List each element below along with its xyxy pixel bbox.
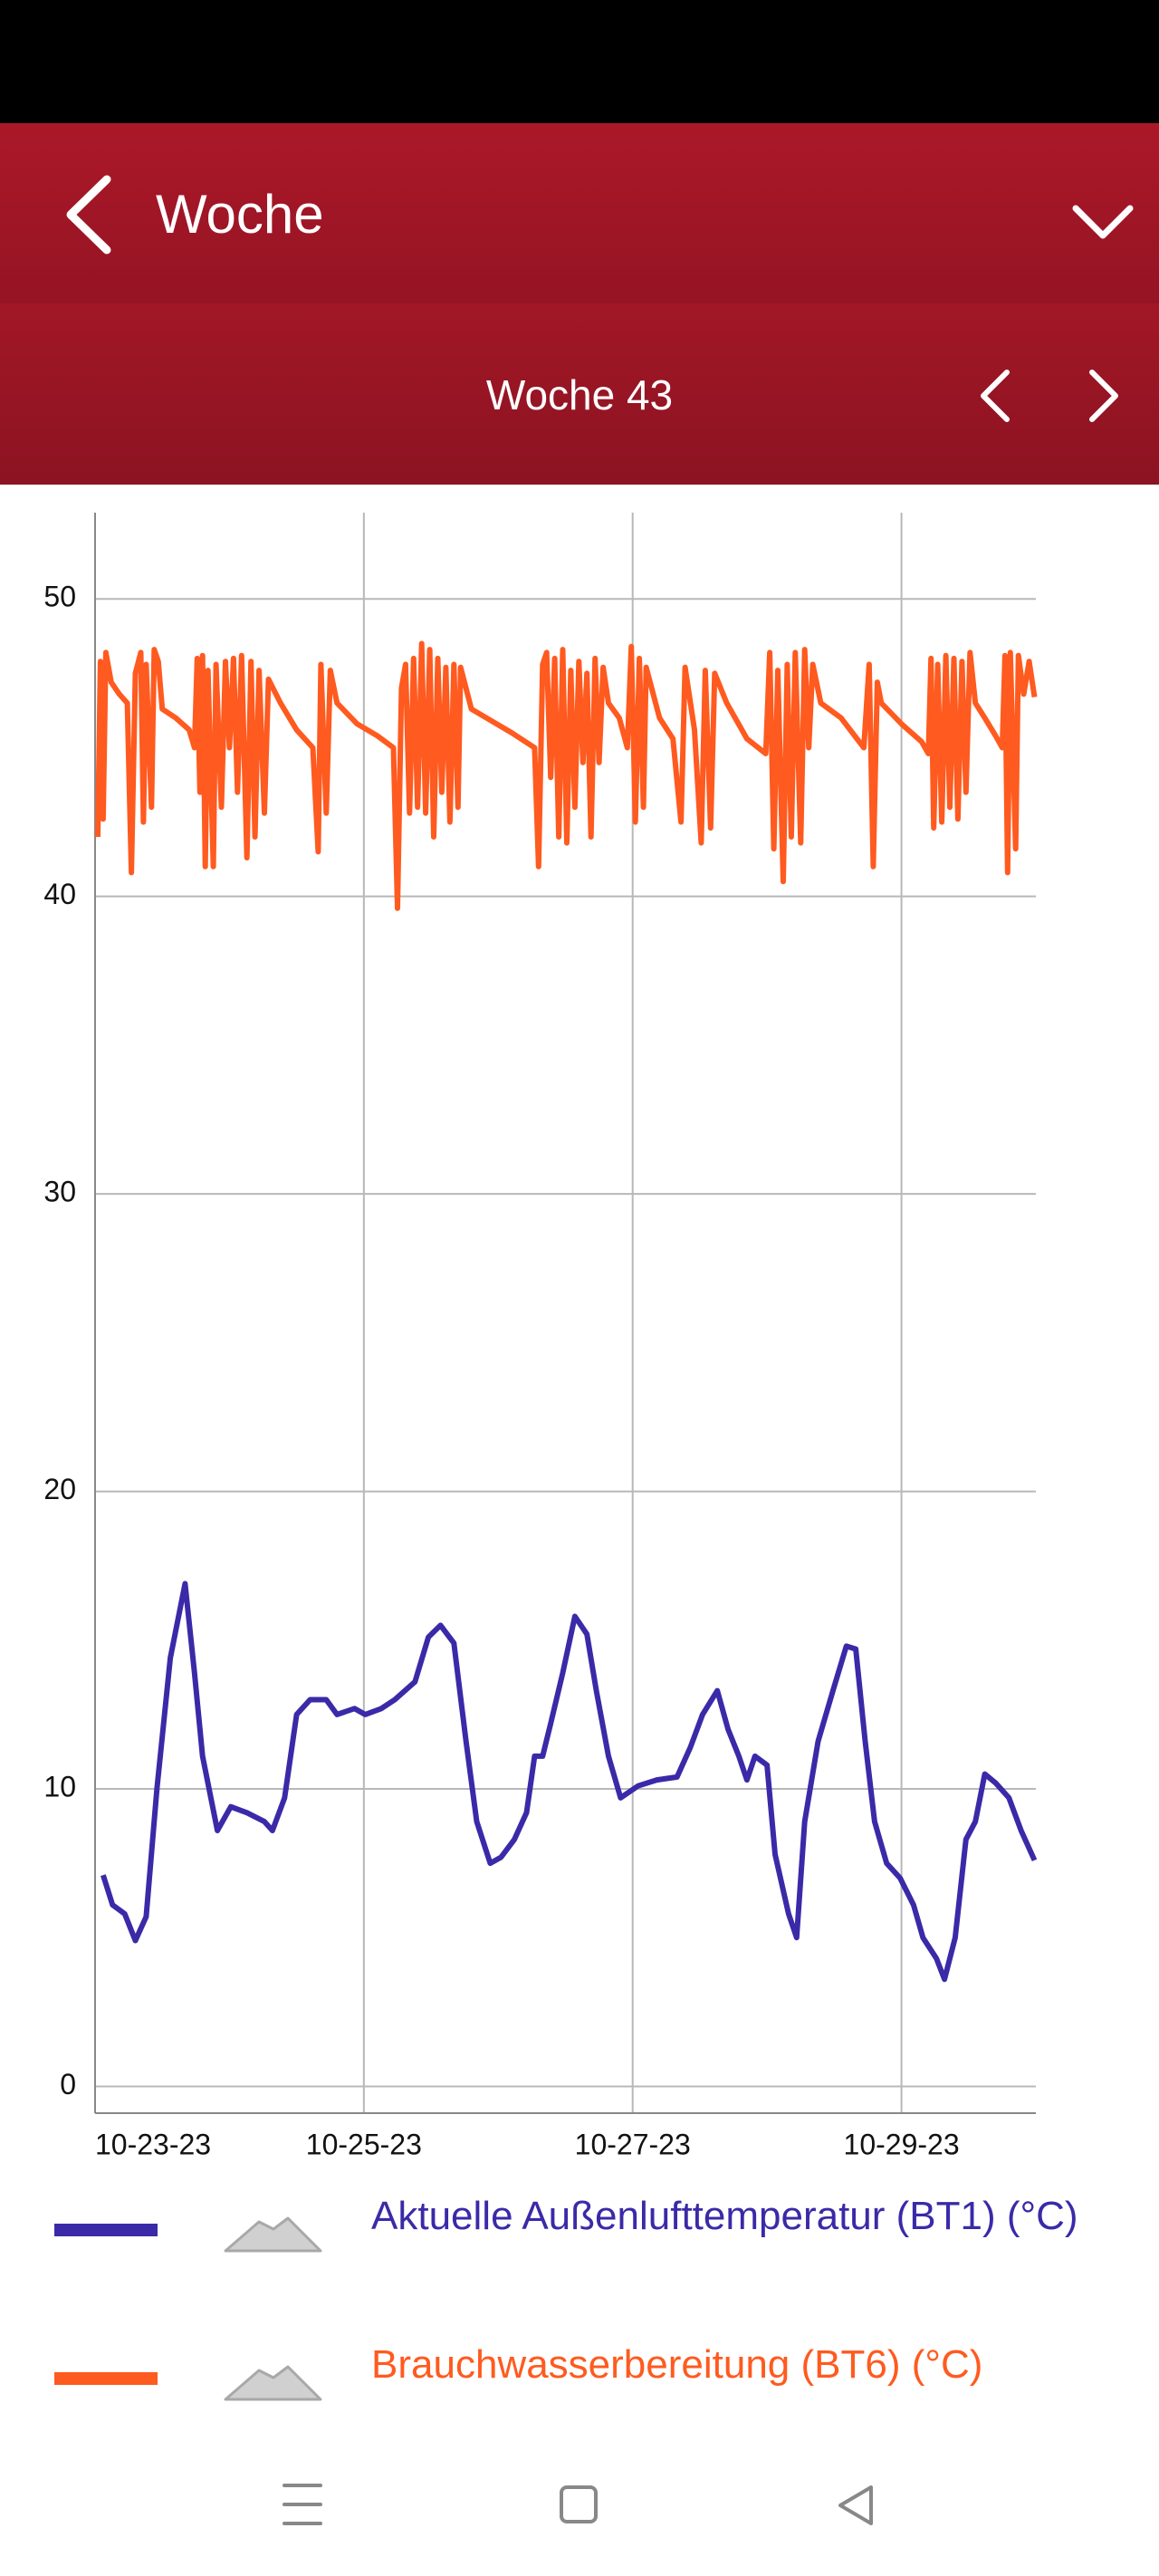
- legend-icon: [224, 2365, 322, 2401]
- legend-text: Aktuelle Außenlufttemperatur (BT1) (°C): [371, 2194, 1078, 2238]
- y-tick-label: 0: [60, 2068, 76, 2100]
- back-button[interactable]: [54, 174, 127, 255]
- next-button[interactable]: [1081, 367, 1126, 425]
- y-tick-label: 10: [43, 1770, 76, 1802]
- x-tick-label: 10-23-23: [95, 2128, 211, 2160]
- status-bar: [0, 0, 1159, 123]
- legend-icon: [224, 2216, 322, 2253]
- x-tick-label: 10-27-23: [575, 2128, 691, 2160]
- period-bar: Woche 43: [0, 303, 1159, 485]
- y-tick-label: 40: [43, 878, 76, 910]
- dropdown-button[interactable]: [1068, 201, 1137, 243]
- y-tick-label: 30: [43, 1176, 76, 1208]
- legend-swatch: [54, 2372, 158, 2385]
- previous-button[interactable]: [972, 367, 1018, 425]
- navigation-bar: [283, 2484, 873, 2525]
- menu-button[interactable]: [283, 2484, 322, 2525]
- app-header: Woche: [0, 123, 1159, 303]
- legend-item[interactable]: Aktuelle Außenlufttemperatur (BT1) (°C): [0, 2189, 1159, 2307]
- series-line: [95, 640, 1038, 911]
- system-back-button[interactable]: [838, 2485, 873, 2525]
- legend-item[interactable]: Brauchwasserbereitung (BT6) (°C): [0, 2338, 1159, 2456]
- y-tick-label: 50: [43, 581, 76, 613]
- chart: 0 10 20 30 40 50 10-23-23 10-25-23 10-27-23 10-29…: [43, 513, 1038, 2160]
- header-title: Woche: [156, 184, 324, 245]
- mountain-icon: [224, 2216, 322, 2253]
- mountain-icon: [224, 2365, 322, 2401]
- x-tick-label: 10-25-23: [306, 2128, 422, 2160]
- y-tick-label: 20: [43, 1473, 76, 1505]
- x-tick-label: 10-29-23: [844, 2128, 960, 2160]
- home-button[interactable]: [560, 2485, 598, 2523]
- period-title: Woche 43: [485, 371, 674, 418]
- legend-swatch: [54, 2224, 158, 2236]
- series-line: [101, 1581, 1038, 1983]
- legend-text: Brauchwasserbereitung (BT6) (°C): [371, 2342, 983, 2387]
